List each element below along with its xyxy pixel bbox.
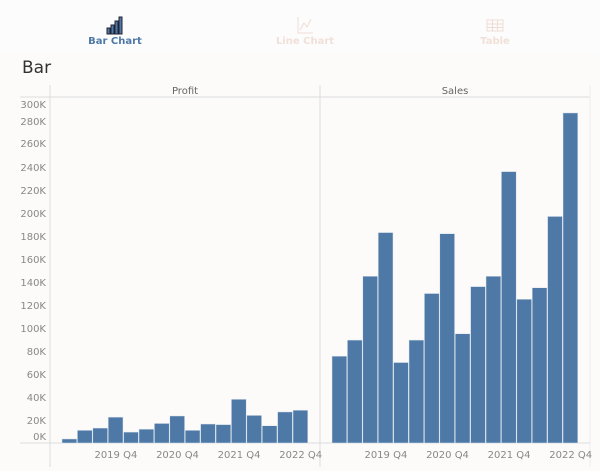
- bar-sales: [362, 276, 378, 444]
- tab-bar-chart[interactable]: Bar Chart: [55, 14, 175, 47]
- bar-sales: [562, 112, 579, 444]
- bar-sales: [501, 171, 517, 444]
- bar-sales: [377, 232, 394, 444]
- bar-profit: [184, 430, 201, 444]
- x-tick-label: 2019 Q4: [364, 450, 407, 461]
- y-tick-label: 100K: [20, 324, 46, 335]
- view-switcher: Bar Chart Line Chart Table: [0, 0, 600, 52]
- x-tick-label: 2020 Q4: [426, 450, 469, 461]
- bar-profit: [92, 427, 108, 444]
- bar-profit: [292, 409, 309, 444]
- y-tick-label: 220K: [20, 186, 46, 197]
- bar-profit: [231, 399, 247, 444]
- bar-sales: [531, 287, 548, 444]
- y-tick-label: 200K: [20, 209, 46, 220]
- line-chart-icon: [297, 17, 313, 34]
- y-tick-label: 280K: [20, 117, 46, 128]
- tab-label: Bar Chart: [88, 36, 142, 47]
- tab-label: Table: [480, 36, 510, 47]
- bar-profit: [200, 423, 216, 444]
- bar-sales: [470, 286, 486, 444]
- tab-label: Line Chart: [275, 36, 335, 47]
- bar-profit: [154, 423, 170, 444]
- y-tick-label: 300K: [20, 100, 46, 111]
- bar-profit: [77, 430, 93, 444]
- bar-profit: [246, 415, 262, 444]
- x-tick-label: 2022 Q4: [279, 450, 322, 461]
- page-title: Bar: [22, 58, 52, 78]
- y-tick-label: 60K: [27, 370, 47, 381]
- table-icon: [486, 19, 504, 32]
- panel-header-sales: Sales: [442, 86, 469, 97]
- y-tick-label: 180K: [20, 232, 46, 243]
- bar-sales: [454, 333, 471, 444]
- bar-sales: [347, 339, 363, 444]
- y-tick-label: 80K: [27, 347, 47, 358]
- y-tick-label: 240K: [20, 163, 46, 174]
- x-tick-label: 2019 Q4: [94, 450, 137, 461]
- bar-chart: 300K 280K 260K 240K 220K 200K 180K 160K 140K 120K…: [20, 85, 592, 467]
- x-tick-label: 2020 Q4: [156, 450, 199, 461]
- x-tick-label: 2021 Q4: [218, 450, 261, 461]
- y-tick-label: 140K: [20, 278, 46, 289]
- bar-profit: [107, 416, 124, 444]
- tab-line-chart[interactable]: Line Chart: [245, 14, 365, 47]
- bar-sales: [485, 276, 502, 444]
- y-tick-label: 160K: [20, 255, 46, 266]
- bar-sales: [439, 233, 455, 444]
- bar-profit: [261, 425, 278, 444]
- bar-sales: [424, 293, 440, 444]
- bar-sales: [331, 355, 348, 444]
- x-tick-label: 2021 Q4: [488, 450, 531, 461]
- y-tick-label: 0K: [33, 432, 46, 443]
- bar-sales: [393, 362, 409, 444]
- bar-sales: [516, 299, 532, 444]
- panel-header-profit: Profit: [172, 86, 198, 97]
- bar-profit: [123, 431, 139, 444]
- y-tick-label: 260K: [20, 139, 46, 150]
- bar-profit: [169, 415, 185, 444]
- y-tick-label: 120K: [20, 301, 46, 312]
- bar-chart-icon: [106, 16, 123, 35]
- bar-profit: [61, 438, 78, 444]
- y-tick-label: 20K: [27, 416, 47, 427]
- bar-sales: [408, 339, 425, 444]
- bar-profit: [277, 411, 293, 444]
- bar-profit: [138, 428, 155, 444]
- x-tick-label: 2022 Q4: [549, 450, 592, 461]
- tab-table[interactable]: Table: [435, 14, 555, 47]
- bar-sales: [547, 216, 563, 444]
- y-tick-label: 40K: [27, 393, 47, 404]
- bar-profit: [215, 424, 232, 444]
